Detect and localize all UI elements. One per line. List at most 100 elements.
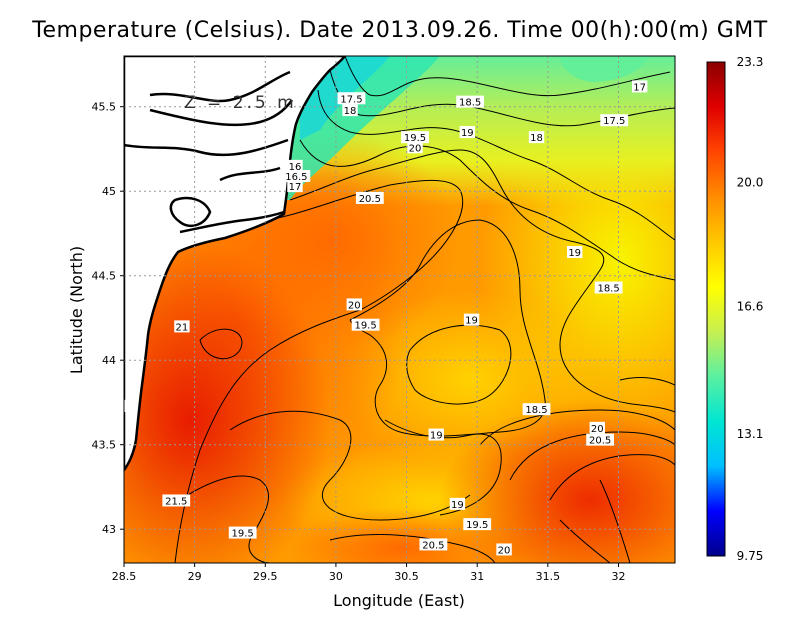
- contour-label-text: 20: [348, 300, 361, 311]
- grid-lines: [124, 56, 675, 563]
- contour-label: 20: [589, 421, 605, 435]
- y-axis-label: Latitude (North): [67, 246, 86, 374]
- contour-label-bg: [419, 538, 448, 551]
- contour-label-bg: [287, 180, 303, 193]
- isotherm-lines: [174, 56, 675, 563]
- contour-label-text: 20.5: [589, 436, 611, 447]
- contour-label-text: 20.5: [422, 540, 444, 551]
- contour-label-text: 21: [176, 322, 189, 333]
- contour-label: 17.5: [600, 114, 629, 127]
- contour-label-bg: [162, 494, 191, 507]
- y-axis-ticks: 43 43.5 44 44.5 45 45.5: [92, 101, 124, 536]
- contour-label-bg: [496, 543, 512, 556]
- contour-label: 16: [287, 159, 303, 173]
- contour-label: 16.5: [282, 169, 311, 183]
- contour-label: 19: [428, 428, 444, 442]
- contour-label-bg: [528, 131, 545, 144]
- contour-label-bg: [463, 313, 480, 326]
- contour-label-bg: [449, 497, 466, 510]
- contour-label-text: 16: [289, 162, 302, 173]
- contour-label-text: 18.5: [459, 98, 481, 109]
- contour-label: 18.5: [522, 403, 551, 416]
- contour-label-text: 18.5: [597, 284, 619, 295]
- contour-label: 20.5: [586, 433, 615, 447]
- y-tick-label: 44: [102, 354, 116, 367]
- contour-label: 18.5: [456, 95, 485, 109]
- contour-label: 18: [528, 131, 545, 144]
- contour-label: 20: [407, 141, 423, 154]
- contour-label: 18.5: [594, 281, 623, 295]
- plot-frame: [123, 55, 676, 564]
- contour-label-bg: [174, 320, 190, 333]
- contour-label-bg: [566, 246, 583, 259]
- colorbar-tick-label: 23.3: [737, 55, 764, 69]
- contour-label-text: 19.5: [354, 321, 376, 332]
- contour-label-text: 17.5: [603, 116, 625, 127]
- contour-label-bg: [589, 421, 605, 434]
- contour-label-bg: [401, 131, 429, 144]
- contour-label-text: 19: [461, 128, 474, 139]
- contour-label: 19.5: [351, 318, 380, 332]
- contour-label: 19: [463, 313, 480, 327]
- plot-title: Temperature (Celsius). Date 2013.09.26. …: [32, 18, 768, 43]
- contour-label-text: 19: [430, 431, 443, 442]
- x-tick-label: 31: [470, 570, 484, 583]
- contour-label-text: 16.5: [285, 172, 307, 183]
- contour-label: 19: [459, 126, 476, 139]
- contour-label: 17: [631, 80, 648, 93]
- contour-label-bg: [586, 433, 615, 446]
- contour-label-text: 19.5: [404, 133, 426, 144]
- colorbar-tick-label: 9.75: [737, 549, 764, 563]
- contour-label-bg: [631, 80, 648, 93]
- x-axis-label: Longitude (East): [333, 591, 465, 610]
- contour-label-text: 19.5: [466, 520, 488, 531]
- contour-label: 18: [342, 104, 358, 117]
- contour-label-text: 19.5: [232, 529, 254, 540]
- y-tick-label: 43: [102, 523, 116, 536]
- colorbar: [706, 61, 726, 557]
- y-tick-label: 43.5: [92, 439, 117, 452]
- contour-label-bg: [337, 92, 366, 105]
- contour-label-text: 17.5: [340, 94, 362, 105]
- contour-label: 19.5: [463, 518, 492, 531]
- contour-label-bg: [459, 126, 476, 139]
- contour-label-bg: [463, 518, 492, 531]
- contour-label: 20.5: [419, 538, 448, 551]
- contour-label: 19: [566, 246, 583, 259]
- contour-label: 20.5: [355, 191, 384, 205]
- contour-label: 17.5: [337, 92, 366, 105]
- contour-label-bg: [282, 169, 311, 182]
- contour-label-text: 19: [568, 248, 581, 259]
- contour-label-text: 18: [344, 106, 357, 117]
- contour-label: 21.5: [162, 494, 191, 507]
- y-tick-label: 44.5: [92, 270, 117, 283]
- contour-label: 20: [496, 543, 512, 556]
- contour-label-bg: [346, 298, 362, 311]
- x-tick-label: 30.5: [394, 570, 419, 583]
- contour-label-text: 19: [465, 316, 478, 327]
- contour-label-text: 18.5: [525, 405, 547, 416]
- contour-label: 17: [287, 180, 303, 193]
- contour-label-text: 17: [289, 182, 302, 193]
- contour-label-text: 20: [591, 424, 604, 435]
- y-tick-label: 45: [102, 185, 116, 198]
- contour-label-bg: [456, 95, 485, 108]
- land-mass: [124, 56, 347, 472]
- contour-label-bg: [287, 159, 303, 172]
- contour-label-bg: [600, 114, 629, 127]
- contour-label-text: 20: [498, 545, 511, 556]
- contour-label-text: 19: [451, 500, 464, 511]
- contour-label-text: 20.5: [359, 194, 381, 205]
- x-axis-ticks: 28.5 29 29.5 30 30.5 31 31.5 32: [112, 563, 625, 583]
- x-tick-label: 28.5: [112, 570, 137, 583]
- colorbar-tick-label: 13.1: [737, 427, 764, 441]
- contour-label-bg: [351, 318, 380, 331]
- contour-label-text: 21.5: [165, 496, 187, 507]
- contour-label: 19.5: [401, 131, 429, 144]
- contour-label-bg: [355, 191, 384, 204]
- x-tick-label: 29.5: [253, 570, 278, 583]
- contour-label-bg: [407, 141, 423, 154]
- contour-label-text: 20: [409, 143, 422, 154]
